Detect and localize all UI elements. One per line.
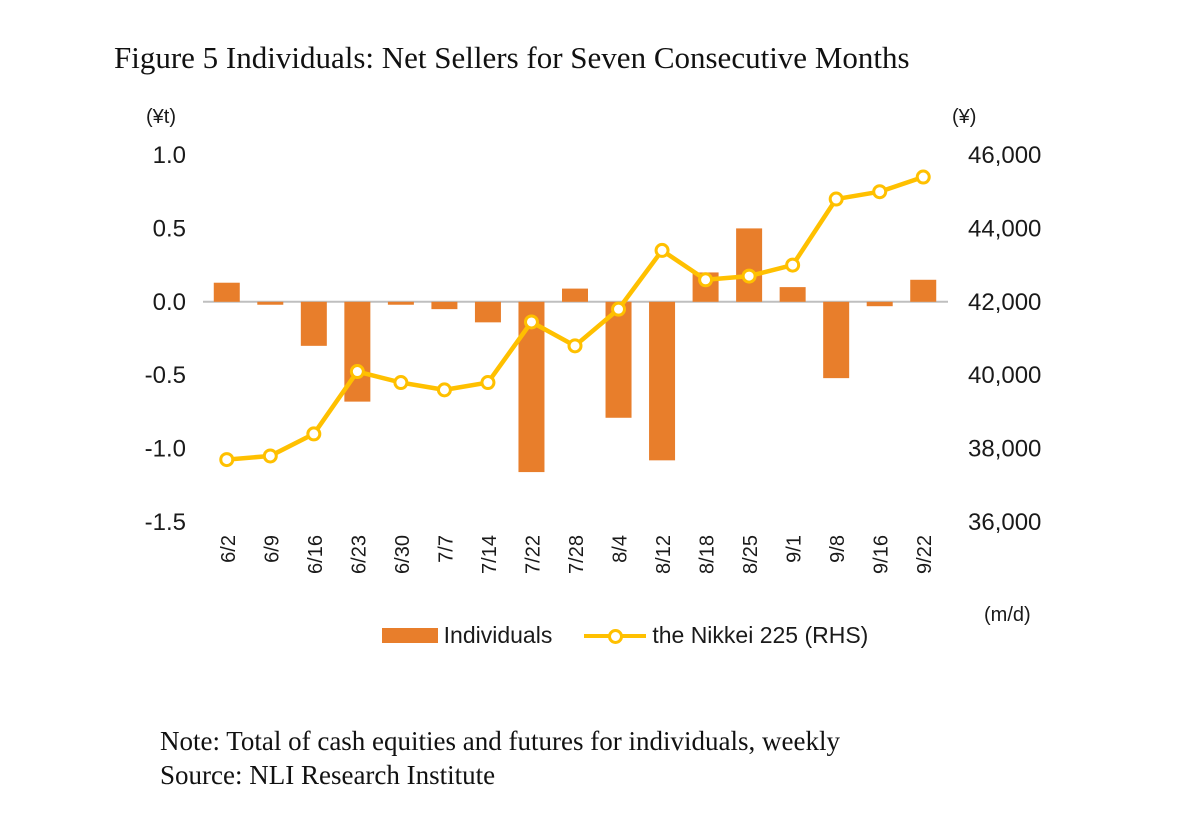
bar — [300, 301, 327, 346]
line-marker — [698, 272, 714, 288]
bar-series-swatch — [381, 628, 438, 643]
bar — [562, 288, 588, 302]
x-axis-tick-label: 6/9 — [261, 535, 283, 563]
left-axis-tick-label: 0.5 — [153, 215, 186, 242]
bar — [257, 301, 284, 305]
bar — [474, 301, 501, 323]
x-axis-unit-label: (m/d) — [984, 604, 1031, 626]
chart-title: Figure 5 Individuals: Net Sellers for Se… — [114, 40, 910, 75]
line-marker — [306, 426, 322, 442]
line-marker — [872, 184, 888, 200]
right-axis-tick-label: 46,000 — [968, 142, 1041, 169]
line-marker — [915, 169, 931, 185]
legend-item-individuals: Individuals — [381, 622, 553, 649]
bar — [823, 301, 850, 379]
chart-note: Note: Total of cash equities and futures… — [160, 726, 840, 756]
line-marker — [654, 242, 670, 258]
line-marker — [785, 257, 801, 273]
x-axis-tick-label: 9/8 — [827, 535, 849, 563]
left-axis-tick-label: -1.0 — [145, 436, 186, 463]
right-axis-tick-label: 44,000 — [968, 215, 1041, 242]
chart-source: Source: NLI Research Institute — [160, 760, 496, 790]
left-axis-tick-label: -1.5 — [145, 509, 186, 536]
line-marker — [523, 314, 539, 330]
x-axis-tick-label: 7/28 — [566, 535, 588, 574]
line-marker — [262, 448, 278, 464]
line-marker — [436, 382, 452, 398]
line-marker — [828, 191, 844, 207]
bar — [736, 228, 763, 302]
x-axis-tick-label: 6/30 — [392, 535, 414, 574]
right-axis-tick-label: 38,000 — [968, 436, 1041, 463]
line-swatch-marker — [608, 628, 624, 644]
bar — [518, 301, 545, 473]
bar — [387, 301, 414, 305]
line-marker — [349, 364, 365, 380]
line-marker — [393, 375, 409, 391]
x-axis-tick-label: 9/1 — [784, 535, 806, 563]
right-axis-tick-label: 42,000 — [968, 289, 1041, 316]
bar — [213, 282, 240, 302]
line-series-swatch — [584, 628, 647, 644]
bar — [431, 301, 458, 310]
x-axis-tick-label: 8/25 — [740, 535, 762, 574]
line-marker — [611, 301, 627, 317]
x-axis-tick-label: 6/2 — [218, 535, 240, 563]
x-axis-tick-label: 7/14 — [479, 535, 501, 574]
left-axis-tick-label: 1.0 — [153, 142, 186, 169]
x-axis-tick-label: 9/22 — [914, 535, 936, 574]
line-marker — [567, 338, 583, 354]
line-marker — [480, 375, 496, 391]
x-axis-tick-label: 7/22 — [522, 535, 544, 574]
x-axis-tick-label: 6/23 — [348, 535, 370, 574]
x-axis-tick-label: 9/16 — [871, 535, 893, 574]
nikkei-line — [224, 174, 926, 462]
x-axis-tick-label: 7/7 — [435, 535, 457, 563]
legend-label-nikkei: the Nikkei 225 (RHS) — [652, 622, 869, 648]
x-axis-tick-label: 8/4 — [610, 535, 632, 563]
x-axis-tick-label: 8/18 — [697, 535, 719, 574]
left-axis-tick-label: -0.5 — [145, 362, 186, 389]
bar — [649, 301, 676, 461]
legend-label-individuals: Individuals — [443, 622, 553, 648]
x-axis-tick-label: 8/12 — [653, 535, 675, 574]
bar — [779, 287, 806, 302]
left-axis-unit-label: (¥t) — [146, 106, 176, 128]
bar — [910, 279, 937, 302]
chart-legend: Individuals the Nikkei 225 (RHS) — [130, 622, 1120, 649]
legend-item-nikkei: the Nikkei 225 (RHS) — [584, 622, 868, 649]
bar — [866, 301, 893, 307]
bar — [605, 301, 632, 418]
line-marker — [741, 268, 757, 284]
line-marker — [219, 452, 235, 468]
x-axis-tick-label: 6/16 — [305, 535, 327, 574]
right-axis-tick-label: 40,000 — [968, 362, 1041, 389]
right-axis-tick-label: 36,000 — [968, 509, 1041, 536]
right-axis-unit-label: (¥) — [952, 106, 977, 128]
chart-canvas: 1.0 0.5 0.0 -0.5 -1.0 -1.5 46,000 44,000 42,000 4… — [145, 142, 1042, 574]
left-axis-tick-label: 0.0 — [153, 289, 186, 316]
